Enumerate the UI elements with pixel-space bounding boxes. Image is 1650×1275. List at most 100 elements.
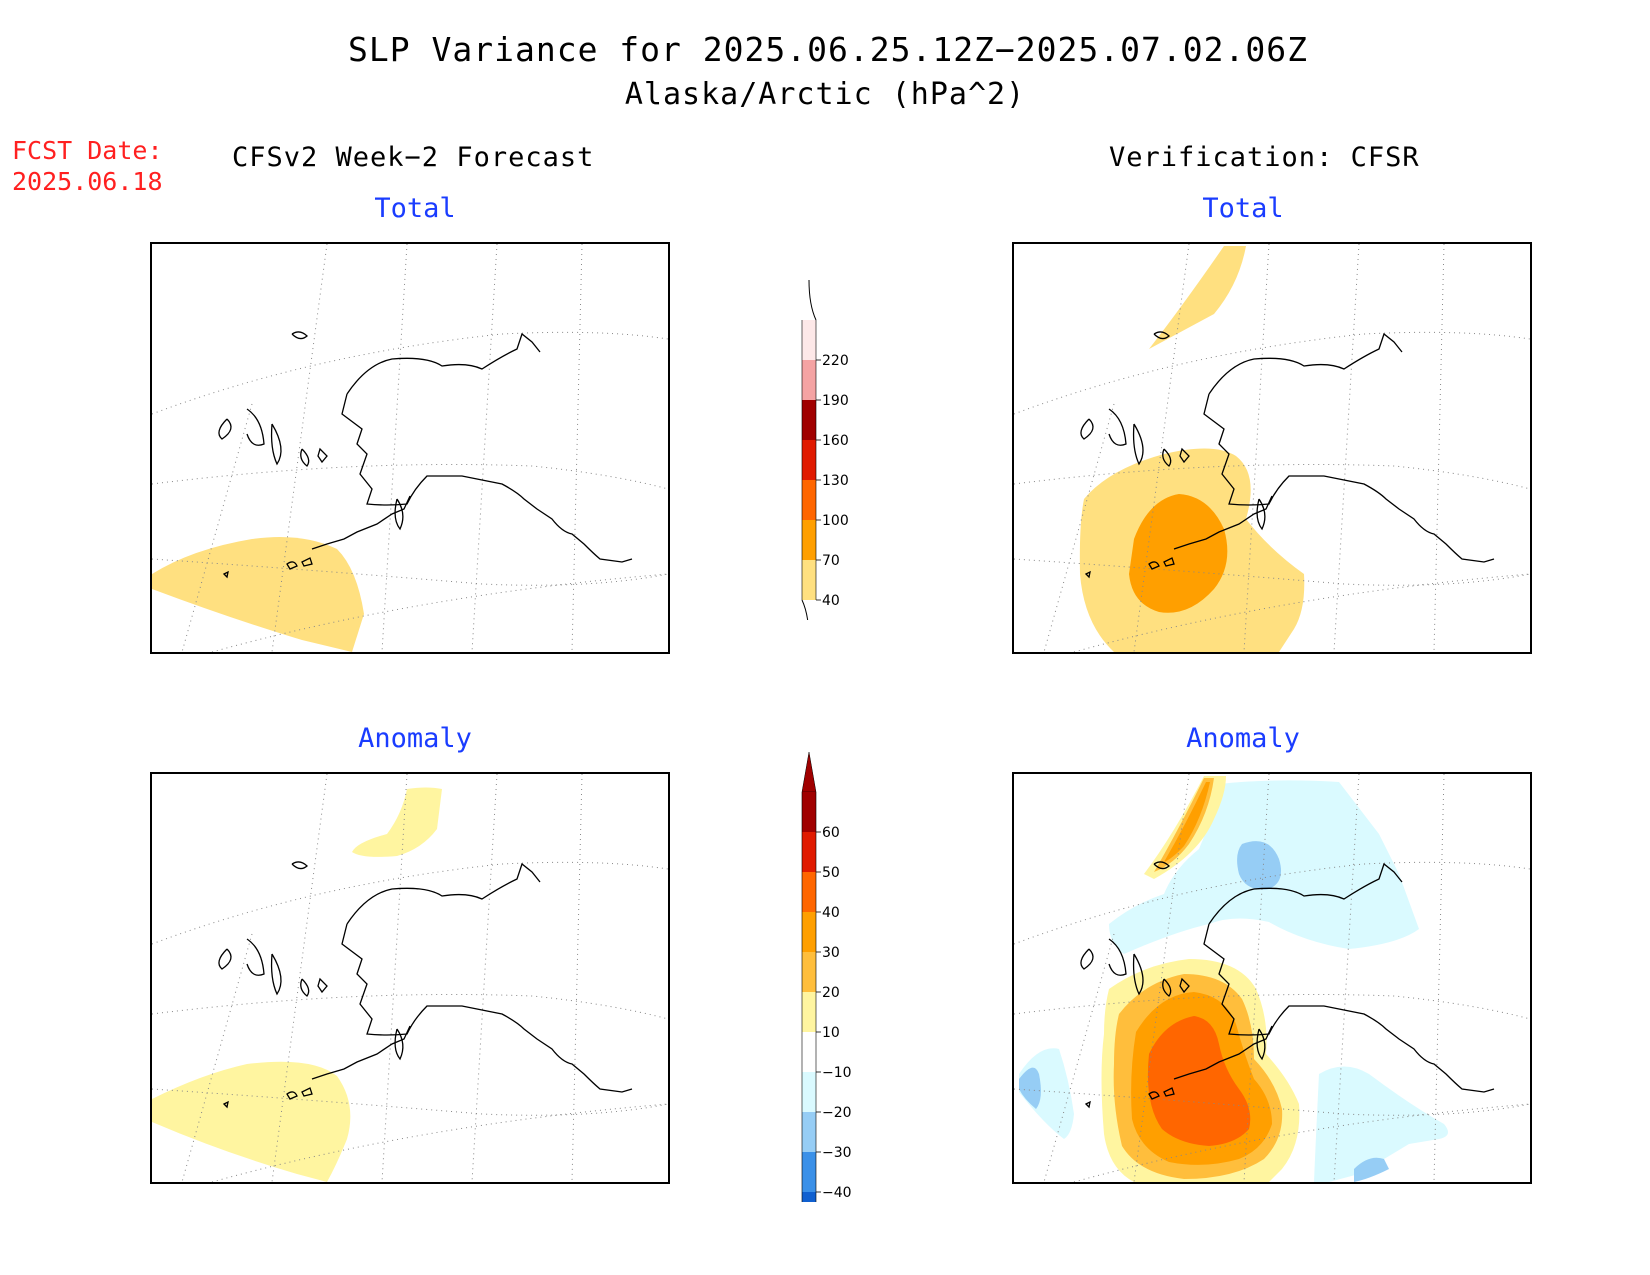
coastline-segment: [341, 923, 633, 1093]
figure-subtitle: Alaska/Arctic (hPa^2): [624, 77, 1026, 112]
coastline-segment: [1153, 861, 1170, 870]
coastline-segment: [1148, 1091, 1160, 1100]
coastline-segment: [291, 331, 308, 340]
colorbar-swatch: [802, 560, 816, 600]
coastline-segment: [222, 1100, 229, 1109]
colorbar-label: −30: [822, 1145, 852, 1161]
coastline-segment: [1148, 561, 1160, 570]
figure-title: SLP Variance for 2025.06.25.12Z−2025.07.…: [348, 30, 1308, 69]
forecast-anomaly-map: [150, 772, 670, 1184]
graticule-line: [1433, 774, 1445, 1182]
graticule: [1014, 244, 1530, 652]
graticule-line: [1333, 774, 1360, 1182]
colorbar-swatch: [802, 1152, 816, 1192]
coastline-segment: [1256, 1028, 1266, 1061]
coastline-segment: [1163, 557, 1175, 567]
coastline-segment: [218, 948, 232, 970]
graticule-line: [1133, 774, 1190, 1182]
graticule-line: [381, 244, 408, 652]
colorbar-label: 220: [822, 353, 849, 369]
graticule-line: [1014, 861, 1530, 945]
colorbar-label: 130: [822, 473, 849, 489]
graticule-line: [571, 244, 583, 652]
graticule-line: [152, 861, 668, 945]
graticule-line: [1014, 993, 1530, 1020]
colorbar-label: 30: [822, 945, 840, 961]
coastline-segment: [1108, 408, 1127, 446]
coastline-segment: [218, 418, 232, 440]
coastline-segment: [1108, 938, 1127, 976]
colorbar-swatch: [802, 1032, 816, 1072]
graticule-line: [471, 244, 498, 652]
graticule-line: [1243, 774, 1270, 1182]
colorbar-swatch: [802, 872, 816, 912]
verification-anomaly-map: [1012, 772, 1532, 1184]
colorbar-bottom-tail: [801, 599, 809, 620]
colorbar-total: 220 190 160 130 100 70 40: [801, 280, 849, 620]
colorbar-swatch: [802, 480, 816, 520]
colorbar-label: 10: [822, 1025, 840, 1041]
variance-40-contour: [152, 536, 364, 652]
coastline: [218, 861, 633, 1109]
graticule-line: [1014, 463, 1530, 490]
anomaly-10-contour: [152, 1061, 351, 1182]
anomaly-30-contour-north: [1164, 782, 1210, 862]
graticule-line: [1433, 244, 1445, 652]
anomaly-neg10-contour-se: [1314, 1066, 1448, 1182]
colorbar-label: 60: [822, 825, 840, 841]
verification-total-title: Total: [1202, 193, 1284, 224]
coastline-segment: [1162, 448, 1172, 467]
graticule-line: [471, 774, 498, 1182]
colorbar-label: −10: [822, 1065, 852, 1081]
anomaly-neg20-contour-sw: [1019, 1067, 1041, 1109]
graticule-line: [152, 993, 668, 1020]
coastline-segment: [246, 938, 265, 976]
coastline-segment: [394, 498, 404, 531]
coastline-segment: [1080, 418, 1094, 440]
colorbar-swatch: [802, 440, 816, 480]
graticule-line: [271, 774, 328, 1182]
coastline: [218, 331, 633, 579]
coastline-segment: [300, 448, 310, 467]
colorbar-label: 70: [822, 553, 840, 569]
colorbar-swatch: [802, 400, 816, 440]
colorbar-swatch: [802, 1072, 816, 1112]
verification-column-title: Verification: CFSR: [1109, 142, 1420, 173]
colorbar-label: 50: [822, 865, 840, 881]
coastline-segment: [1203, 923, 1495, 1093]
coastline-segment: [246, 408, 265, 446]
coastline-segment: [1179, 447, 1190, 464]
colorbar-label: 190: [822, 393, 849, 409]
coastline-segment: [286, 561, 298, 570]
variance-40-contour-north: [1149, 246, 1246, 349]
graticule: [152, 244, 668, 652]
coastline-segment: [222, 570, 229, 579]
coastline-segment: [1208, 332, 1403, 395]
graticule-line: [152, 331, 668, 415]
graticule-line: [1014, 331, 1530, 415]
coastline-segment: [1162, 978, 1172, 997]
colorbar-anomaly: 60 50 40 30 20 10 −10 −20 −30 −40: [801, 752, 852, 1202]
colorbar-label: 40: [822, 593, 840, 609]
coastline-segment: [317, 977, 328, 994]
coastline-segment: [300, 978, 310, 997]
colorbar-swatch: [802, 360, 816, 400]
colorbar-label: 20: [822, 985, 840, 1001]
colorbar-swatch: [802, 992, 816, 1032]
verification-anomaly-title: Anomaly: [1186, 723, 1300, 754]
verification-total-map: [1012, 242, 1532, 654]
coastline-segment: [301, 1087, 313, 1097]
graticule-line: [271, 244, 328, 652]
forecast-anomaly-title: Anomaly: [358, 723, 472, 754]
anomaly-neg20-contour-se: [1354, 1157, 1389, 1182]
colorbar-label: −40: [822, 1185, 852, 1201]
colorbar-top-arrow: [801, 752, 817, 793]
colorbar-swatch: [802, 792, 816, 832]
graticule-line: [381, 774, 408, 1182]
colorbar-swatch: [802, 912, 816, 952]
colorbar-top-tail: [808, 280, 817, 321]
colorbar-swatch: [802, 520, 816, 560]
coastline: [1080, 331, 1495, 579]
coastline-segment: [270, 953, 282, 996]
fcst-date-label: FCST Date:: [12, 136, 163, 165]
